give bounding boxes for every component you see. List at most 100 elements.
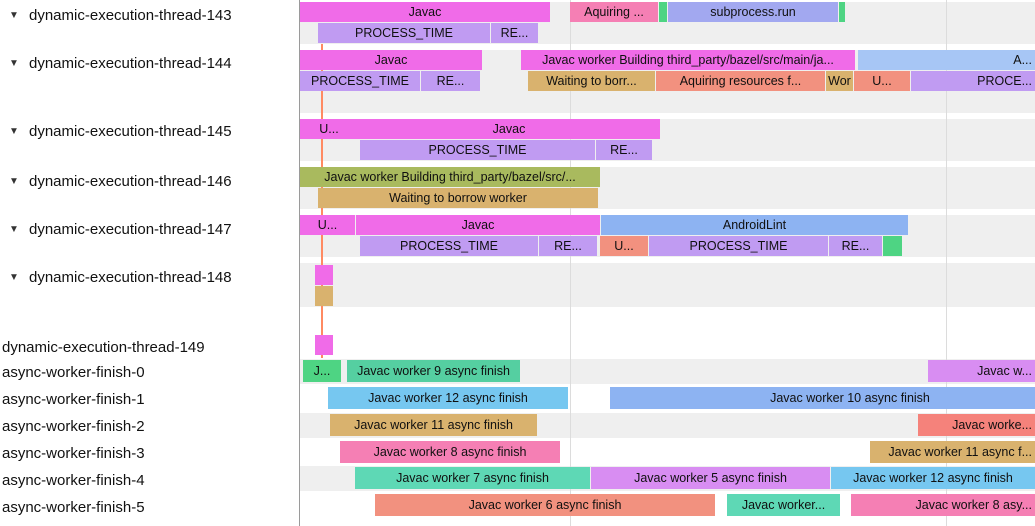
slice[interactable]: Javac worker 12 async finish	[831, 467, 1035, 489]
slice[interactable]: U...	[300, 215, 355, 235]
slice[interactable]: U...	[300, 119, 358, 139]
slice[interactable]: U...	[854, 71, 910, 91]
slice[interactable]: J...	[303, 360, 341, 382]
sidebar-item-dynamic-execution-thread-146[interactable]: ▼ dynamic-execution-thread-146	[0, 170, 299, 192]
slice-label: Javac	[374, 53, 408, 67]
slice[interactable]: Javac worker 12 async finish	[328, 387, 568, 409]
slice[interactable]: Javac worker...	[727, 494, 840, 516]
slice[interactable]: Javac	[300, 2, 550, 22]
sidebar-item-dynamic-execution-thread-147[interactable]: ▼ dynamic-execution-thread-147	[0, 218, 299, 240]
slice[interactable]	[883, 236, 902, 256]
slice[interactable]: RE...	[596, 140, 652, 160]
slice[interactable]: PROCESS_TIME	[360, 140, 595, 160]
collapse-arrow-icon[interactable]: ▼	[9, 9, 19, 21]
slice[interactable]: Javac w...	[928, 360, 1035, 382]
slice[interactable]: Javac	[300, 50, 482, 70]
sidebar-item-dynamic-execution-thread-149[interactable]: dynamic-execution-thread-149	[0, 336, 299, 358]
slice[interactable]: Javac worker 8 async finish	[340, 441, 560, 463]
slice[interactable]: Javac worker 11 async finish	[330, 414, 537, 436]
slice[interactable]: Javac worker 7 async finish	[355, 467, 590, 489]
slice[interactable]: Javac worke...	[918, 414, 1035, 436]
slice[interactable]: U...	[600, 236, 648, 256]
slice-label: Javac worker Building third_party/bazel/…	[324, 170, 576, 184]
slice-label: PROCESS_TIME	[400, 239, 498, 253]
slice[interactable]: Javac worker 10 async finish	[610, 387, 1035, 409]
slice-label: Javac worker 11 async f...	[888, 445, 1032, 459]
slice[interactable]: Javac worker 9 async finish	[347, 360, 520, 382]
slice[interactable]: PROCESS_TIME	[300, 71, 420, 91]
sidebar-item-async-worker-finish-0[interactable]: async-worker-finish-0	[0, 361, 299, 383]
sidebar-item-dynamic-execution-thread-144[interactable]: ▼ dynamic-execution-thread-144	[0, 52, 299, 74]
slice-label: Javac worker 10 async finish	[770, 391, 930, 405]
sidebar-item-async-worker-finish-2[interactable]: async-worker-finish-2	[0, 415, 299, 437]
slice[interactable]: Javac worker 6 async finish	[375, 494, 715, 516]
slice[interactable]: Javac	[358, 119, 660, 139]
track-label: dynamic-execution-thread-144	[29, 54, 232, 72]
slice-label: Javac worker 12 async finish	[368, 391, 528, 405]
track-label: async-worker-finish-5	[2, 498, 145, 516]
slice[interactable]: Javac worker 11 async f...	[870, 441, 1035, 463]
slice-label: Javac worker 5 async finish	[634, 471, 787, 485]
track-label: async-worker-finish-3	[2, 444, 145, 462]
slice[interactable]: Aquiring resources f...	[656, 71, 825, 91]
slice-label: RE...	[500, 26, 529, 40]
slice-label: PROCESS_TIME	[428, 143, 527, 157]
slice[interactable]	[659, 2, 667, 22]
collapse-arrow-icon[interactable]: ▼	[9, 271, 19, 283]
gridline	[946, 0, 947, 526]
slice[interactable]: PROCESS_TIME	[318, 23, 490, 43]
slice[interactable]: Javac worker Building third_party/bazel/…	[300, 167, 600, 187]
slice[interactable]: Wor	[826, 71, 853, 91]
sidebar-item-async-worker-finish-3[interactable]: async-worker-finish-3	[0, 442, 299, 464]
slice[interactable]: Javac	[356, 215, 600, 235]
track-label: dynamic-execution-thread-149	[2, 338, 205, 356]
slice[interactable]: Javac worker 5 async finish	[591, 467, 830, 489]
slice-label: RE...	[610, 143, 638, 157]
slice[interactable]: RE...	[539, 236, 597, 256]
slice[interactable]: PROCESS_TIME	[360, 236, 538, 256]
slice[interactable]: Javac worker 8 asy...	[851, 494, 1035, 516]
slice-label: A...	[1013, 53, 1032, 67]
timeline-canvas[interactable]: Javac Aquiring ... subprocess.run PROCESS_T…	[300, 0, 1035, 526]
sidebar-item-async-worker-finish-5[interactable]: async-worker-finish-5	[0, 496, 299, 518]
slice[interactable]: subprocess.run	[668, 2, 838, 22]
sidebar-item-async-worker-finish-1[interactable]: async-worker-finish-1	[0, 388, 299, 410]
track-label: async-worker-finish-2	[2, 417, 145, 435]
slice[interactable]	[315, 265, 333, 285]
slice[interactable]: Javac worker Building third_party/bazel/…	[521, 50, 855, 70]
slice[interactable]: A...	[858, 50, 1035, 70]
track-label: async-worker-finish-0	[2, 363, 145, 381]
slice-label: AndroidLint	[722, 218, 787, 232]
gridline	[570, 0, 571, 526]
slice[interactable]: RE...	[829, 236, 882, 256]
slice[interactable]: Waiting to borr...	[528, 71, 655, 91]
slice-label: Javac worker 8 asy...	[915, 498, 1032, 512]
track-label: async-worker-finish-1	[2, 390, 145, 408]
sidebar-item-dynamic-execution-thread-145[interactable]: ▼ dynamic-execution-thread-145	[0, 120, 299, 142]
slice[interactable]: Waiting to borrow worker	[318, 188, 598, 208]
slice-label: PROCESS_TIME	[689, 239, 788, 253]
slice[interactable]	[839, 2, 845, 22]
slice[interactable]: RE...	[491, 23, 538, 43]
slice-label: Aquiring ...	[584, 5, 644, 19]
slice[interactable]	[315, 335, 333, 355]
slice[interactable]: RE...	[421, 71, 480, 91]
track-label: async-worker-finish-4	[2, 471, 145, 489]
slice-label: Javac worker 11 async finish	[354, 418, 513, 432]
sidebar-item-async-worker-finish-4[interactable]: async-worker-finish-4	[0, 469, 299, 491]
slice-label: U...	[317, 218, 338, 232]
slice-label: PROCESS_TIME	[355, 26, 453, 40]
collapse-arrow-icon[interactable]: ▼	[9, 175, 19, 187]
slice[interactable]	[315, 286, 333, 306]
collapse-arrow-icon[interactable]: ▼	[9, 125, 19, 137]
slice[interactable]: PROCESS_TIME	[649, 236, 828, 256]
collapse-arrow-icon[interactable]: ▼	[9, 223, 19, 235]
slice-label: Aquiring resources f...	[679, 74, 802, 88]
slice[interactable]: AndroidLint	[601, 215, 908, 235]
slice[interactable]: PROCE...	[911, 71, 1035, 91]
collapse-arrow-icon[interactable]: ▼	[9, 57, 19, 69]
sidebar-item-dynamic-execution-thread-143[interactable]: ▼ dynamic-execution-thread-143	[0, 4, 299, 26]
slice[interactable]: Aquiring ...	[570, 2, 658, 22]
sidebar-item-dynamic-execution-thread-148[interactable]: ▼ dynamic-execution-thread-148	[0, 266, 299, 288]
slice-label: Javac worke...	[952, 418, 1032, 432]
